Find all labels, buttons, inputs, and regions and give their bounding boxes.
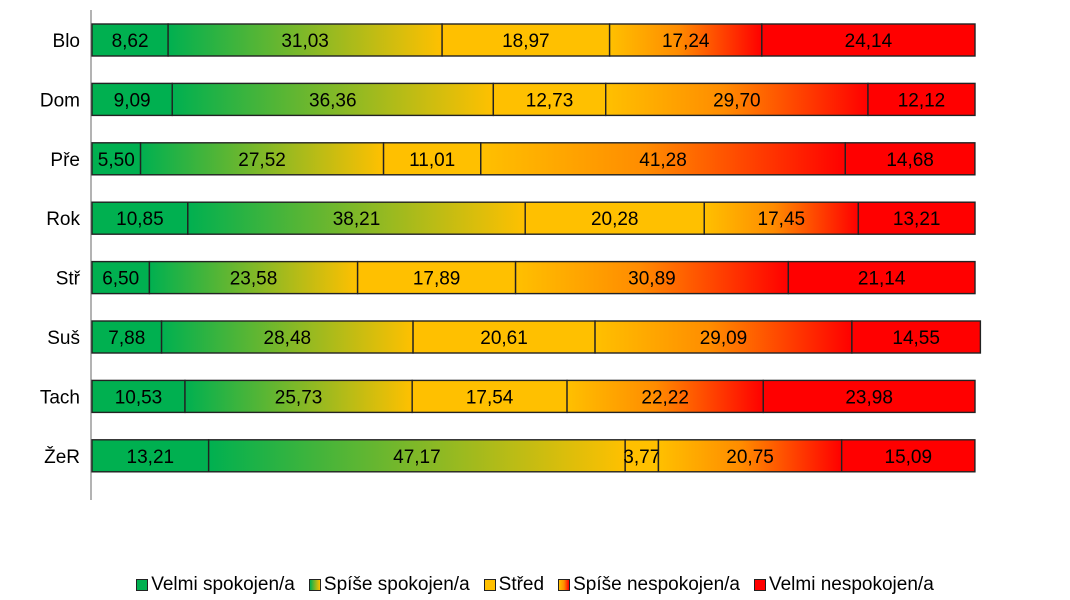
bar-segment xyxy=(566,379,764,414)
data-label: 47,17 xyxy=(393,447,441,468)
legend-item: Střed xyxy=(483,574,545,596)
data-label: 17,24 xyxy=(662,31,710,52)
legend-swatch xyxy=(558,579,571,591)
bars-layer: Blo 8,62 31,03 18,97 17,24 24,14 Dom 9,09 36,36 1… xyxy=(40,23,982,473)
data-label: 25,73 xyxy=(275,387,323,408)
data-label: 7,88 xyxy=(108,328,145,349)
data-label: 21,14 xyxy=(858,269,906,290)
data-label: 13,21 xyxy=(893,209,941,230)
legend-swatch xyxy=(483,579,496,591)
bar-segment xyxy=(762,379,976,414)
data-label: 29,09 xyxy=(700,328,748,349)
data-label: 23,98 xyxy=(845,387,893,408)
bar-segment xyxy=(184,379,413,414)
data-label: 20,61 xyxy=(480,328,528,349)
category-label: Pře xyxy=(50,150,80,171)
data-label: 5,50 xyxy=(98,150,135,171)
data-label: 18,97 xyxy=(502,31,550,52)
bar-segment xyxy=(703,201,860,235)
data-label: 31,03 xyxy=(281,31,329,52)
bar-segment xyxy=(867,82,976,117)
bar-segment xyxy=(356,260,517,295)
data-label: 14,55 xyxy=(892,328,940,349)
bar-segment xyxy=(787,260,976,295)
category-label: Blo xyxy=(53,31,80,52)
data-label: 3,77 xyxy=(623,447,660,468)
legend: Velmi spokojen/a Spíše spokojen/a Střed Spí… xyxy=(0,574,1070,596)
bar-segment xyxy=(480,142,846,176)
stacked-bar-chart: Blo 8,62 31,03 18,97 17,24 24,14 Dom 9,09 36,36 1… xyxy=(40,10,982,500)
bar-segment xyxy=(411,379,568,414)
bar-segment xyxy=(167,23,443,57)
data-label: 20,28 xyxy=(591,209,639,230)
data-label: 9,09 xyxy=(114,90,151,111)
data-label: 8,62 xyxy=(112,31,149,52)
data-label: 12,12 xyxy=(898,90,946,111)
bar-segment xyxy=(187,201,526,235)
bar-segment xyxy=(412,320,596,354)
bar-segment xyxy=(382,142,482,176)
legend-label: Spíše nespokojen/a xyxy=(573,574,740,595)
data-label: 28,48 xyxy=(264,328,312,349)
bar-segment xyxy=(91,320,163,354)
data-label: 10,53 xyxy=(115,387,163,408)
data-label: 13,21 xyxy=(127,447,175,468)
legend-label: Velmi nespokojen/a xyxy=(768,574,934,595)
data-label: 12,73 xyxy=(526,90,574,111)
category-label: Suš xyxy=(47,328,80,349)
bar-segment xyxy=(441,23,611,57)
data-label: 23,58 xyxy=(230,269,278,290)
legend-label: Spíše spokojen/a xyxy=(323,574,470,595)
bar-segment xyxy=(761,23,976,57)
bar-segment xyxy=(91,260,151,295)
bar-segment xyxy=(91,201,189,235)
data-label: 20,75 xyxy=(726,447,774,468)
bar-segment xyxy=(857,201,976,235)
legend-item: Velmi spokojen/a xyxy=(136,574,295,596)
data-label: 38,21 xyxy=(333,209,381,230)
category-label: Rok xyxy=(46,209,80,230)
data-label: 15,09 xyxy=(885,447,933,468)
legend-label: Střed xyxy=(498,574,545,595)
data-label: 30,89 xyxy=(628,269,676,290)
legend-label: Velmi spokojen/a xyxy=(151,574,295,595)
category-label: Dom xyxy=(40,90,80,111)
legend-swatch xyxy=(753,579,766,591)
legend-swatch xyxy=(308,579,321,591)
legend-item: Spíše spokojen/a xyxy=(308,574,470,596)
bar-segment xyxy=(605,82,869,117)
data-label: 17,54 xyxy=(466,387,514,408)
category-label: Stř xyxy=(56,269,81,290)
bar-segment xyxy=(207,439,626,473)
data-label: 10,85 xyxy=(116,209,164,230)
bar-segment xyxy=(91,439,210,473)
data-label: 14,68 xyxy=(886,150,934,171)
data-label: 6,50 xyxy=(102,269,139,290)
legend-item: Spíše nespokojen/a xyxy=(558,574,740,596)
bar-segment xyxy=(624,439,660,473)
data-label: 17,45 xyxy=(758,209,806,230)
data-label: 36,36 xyxy=(309,90,357,111)
category-label: ŽeR xyxy=(44,446,80,468)
bar-segment xyxy=(160,320,414,354)
legend-swatch xyxy=(136,579,149,591)
legend-item: Velmi nespokojen/a xyxy=(753,574,934,596)
bar-segment xyxy=(91,142,142,176)
data-label: 11,01 xyxy=(409,150,455,171)
data-label: 27,52 xyxy=(238,150,286,171)
bar-segment xyxy=(840,439,976,473)
data-label: 17,89 xyxy=(413,269,461,290)
bar-segment xyxy=(594,320,853,354)
bar-segment xyxy=(514,260,790,295)
data-label: 29,70 xyxy=(713,90,761,111)
bar-segment xyxy=(524,201,705,235)
bar-segment xyxy=(851,320,982,354)
data-label: 22,22 xyxy=(641,387,689,408)
bar-segment xyxy=(844,142,976,176)
data-label: 41,28 xyxy=(639,150,687,171)
data-label: 24,14 xyxy=(845,31,893,52)
category-label: Tach xyxy=(40,387,80,408)
